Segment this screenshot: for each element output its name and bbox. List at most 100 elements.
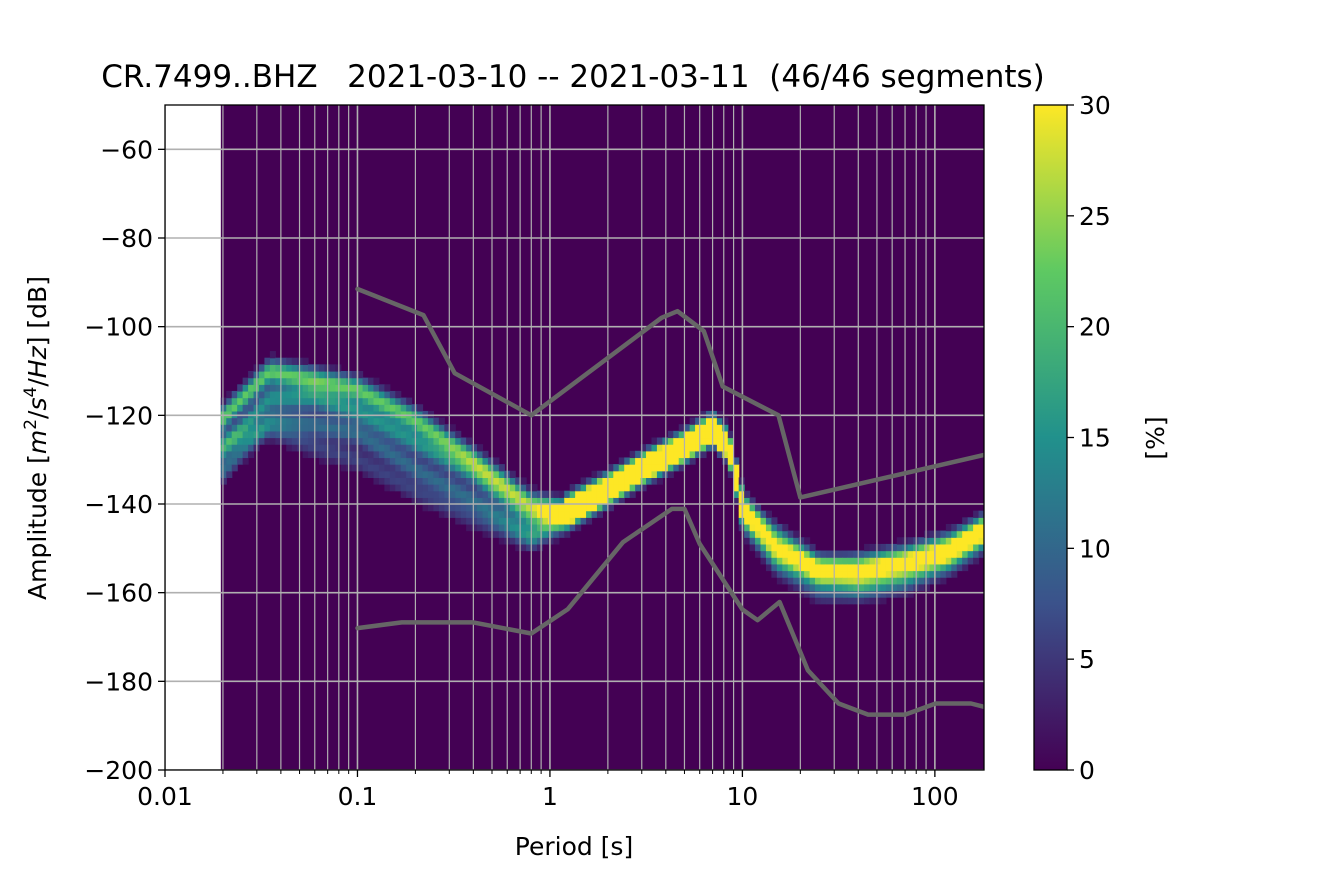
density-cell <box>291 397 298 405</box>
density-cell <box>924 563 931 572</box>
density-cell <box>684 437 691 445</box>
density-cell <box>226 390 233 399</box>
density-cell <box>417 450 424 459</box>
density-cell <box>226 464 233 472</box>
density-cell <box>891 563 898 572</box>
density-cell <box>422 477 429 485</box>
density-cell <box>237 424 244 432</box>
density-cell <box>689 430 696 439</box>
density-cell <box>460 457 467 465</box>
density-cell <box>809 583 816 592</box>
density-cell <box>864 597 871 605</box>
density-cell <box>400 490 407 498</box>
density-cell <box>656 457 663 465</box>
density-cell <box>395 464 402 472</box>
density-cell <box>226 410 233 419</box>
density-cell <box>297 410 304 419</box>
density-cell <box>918 570 925 578</box>
density-cell <box>471 450 478 459</box>
density-cell <box>940 543 947 552</box>
density-cell <box>749 523 756 532</box>
density-cell <box>422 484 429 492</box>
density-cell <box>782 543 789 552</box>
density-cell <box>924 577 931 585</box>
density-cell <box>329 397 336 405</box>
density-cell <box>444 464 451 472</box>
density-cell <box>384 457 391 465</box>
density-cell <box>395 424 402 432</box>
density-cell <box>695 417 702 425</box>
density-cell <box>591 504 598 512</box>
density-cell <box>291 424 298 432</box>
density-cell <box>444 477 451 485</box>
density-cell <box>242 404 249 412</box>
density-cell <box>847 583 854 592</box>
density-cell <box>318 424 325 432</box>
density-cell <box>449 464 456 472</box>
density-cell <box>406 397 413 405</box>
density-cell <box>378 404 385 412</box>
density-cell <box>771 530 778 538</box>
density-cell <box>586 517 593 525</box>
density-cell <box>308 450 315 459</box>
density-cell <box>351 457 358 465</box>
density-cell <box>929 557 936 565</box>
density-cell <box>411 490 418 498</box>
density-cell <box>705 430 713 439</box>
density-cell <box>498 530 505 538</box>
density-cell <box>269 417 276 425</box>
density-cell <box>264 437 271 445</box>
density-cell <box>804 537 811 545</box>
density-cell <box>237 437 244 445</box>
density-cell <box>755 537 762 545</box>
density-cell <box>297 397 304 405</box>
density-cell <box>400 410 407 419</box>
density-cell <box>842 583 849 592</box>
density-cell <box>624 457 631 465</box>
density-cell <box>471 490 478 498</box>
density-cell <box>313 437 320 445</box>
density-cell <box>934 537 941 545</box>
density-cell <box>798 583 805 592</box>
density-cell <box>918 583 925 592</box>
density-cell <box>422 497 429 505</box>
density-cell <box>733 477 740 485</box>
density-cell <box>291 430 298 439</box>
density-cell <box>487 490 494 498</box>
density-cell <box>302 364 309 372</box>
density-cell <box>477 517 484 525</box>
density-cell <box>384 417 391 425</box>
density-cell <box>242 417 249 425</box>
density-cell <box>226 450 233 459</box>
density-cell <box>438 504 445 512</box>
density-cell <box>820 557 827 565</box>
density-cell <box>689 417 696 425</box>
density-cell <box>771 517 778 525</box>
density-cell <box>907 557 914 565</box>
density-cell <box>340 384 347 392</box>
density-cell <box>580 490 587 498</box>
density-cell <box>449 450 456 459</box>
density-cell <box>711 417 718 425</box>
density-cell <box>673 430 680 439</box>
density-cell <box>951 530 958 538</box>
density-cell <box>357 444 364 452</box>
density-cell <box>956 557 963 565</box>
density-cell <box>945 550 952 558</box>
density-cell <box>444 504 451 512</box>
density-cell <box>586 510 593 518</box>
density-cell <box>400 430 407 439</box>
density-cell <box>842 590 849 598</box>
density-cell <box>864 563 871 572</box>
density-cell <box>368 424 375 432</box>
density-cell <box>787 557 794 565</box>
density-cell <box>896 570 903 578</box>
density-cell <box>733 490 740 498</box>
density-cell <box>689 457 696 465</box>
density-cell <box>329 430 336 439</box>
density-cell <box>874 570 882 578</box>
density-cell <box>656 477 663 485</box>
density-cell <box>787 583 794 592</box>
density-cell <box>220 444 227 452</box>
density-cell <box>580 484 587 492</box>
